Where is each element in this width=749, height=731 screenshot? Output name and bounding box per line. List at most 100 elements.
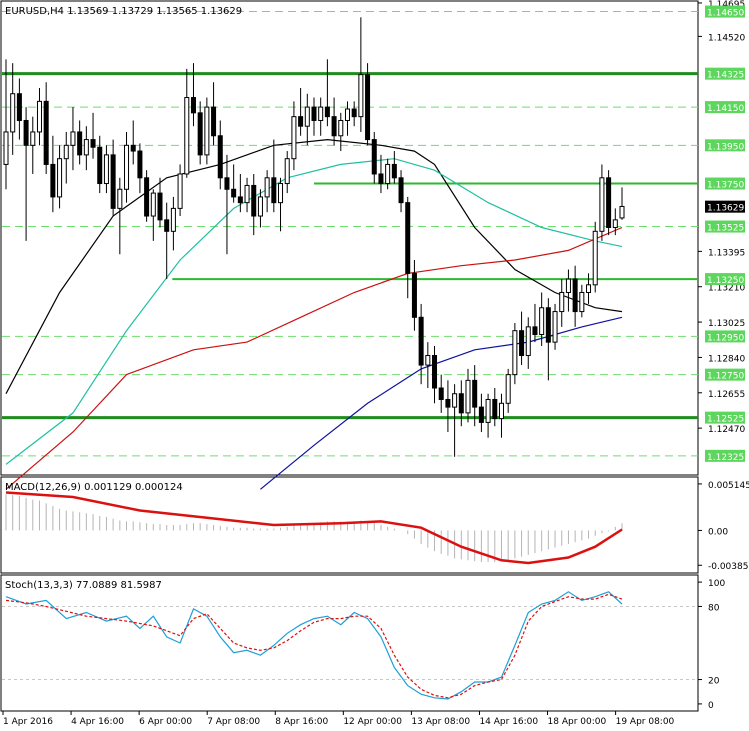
candle-down [351, 108, 357, 118]
macd-signal-line [5, 491, 623, 565]
moving-average-line [260, 316, 623, 490]
level-label-bg [705, 101, 745, 114]
time-axis-label: 18 Apr 00:00 [548, 717, 607, 727]
candle-down [472, 379, 478, 408]
level-label-bg [705, 177, 745, 190]
price-axis-label: 1.12470 [708, 425, 745, 435]
candle-down [217, 135, 223, 179]
candle-up [498, 402, 504, 420]
candle-down [110, 154, 116, 209]
time-axis: 1 Apr 2016 4 Apr 16:00 6 Apr 00:00 7 Apr 08… [2, 711, 675, 727]
candle-down [50, 163, 56, 198]
candle-down [606, 177, 612, 228]
candle-up [358, 74, 364, 118]
level-label-bg [705, 330, 745, 343]
level-label-bg [705, 273, 745, 286]
level-label: 1.13525 [707, 224, 744, 234]
candle-down [331, 116, 337, 137]
current-price-tag [705, 200, 745, 213]
candle-down [211, 106, 217, 137]
candle-up [539, 307, 545, 336]
level-label: 1.13950 [707, 142, 744, 152]
candle-up [318, 106, 324, 121]
candle-down [23, 119, 29, 146]
candle-down [224, 177, 230, 190]
candle-down [432, 355, 438, 389]
candle-up [512, 330, 518, 376]
level-label-bg [705, 411, 745, 424]
candle-down [137, 150, 143, 179]
candle-up [36, 100, 42, 133]
candle-up [552, 311, 558, 343]
candle-down [478, 406, 484, 423]
candle-up [579, 291, 585, 313]
time-axis-label: 13 Apr 08:00 [411, 717, 470, 727]
candle-up [244, 184, 250, 204]
level-label: 1.14150 [707, 104, 744, 114]
stoch-title: Stoch(13,3,3) 77.0889 81.5987 [5, 580, 162, 591]
level-label: 1.14650 [707, 9, 744, 19]
candle-up [83, 139, 89, 156]
price-axis-label: 1.12655 [708, 390, 745, 400]
time-axis-label: 12 Apr 00:00 [343, 717, 402, 727]
price-panel[interactable]: 1.14695 1.14520 1.13395 1.13210 1.13025 1.128… [2, 0, 745, 490]
candle-up [150, 192, 156, 217]
candle-down [16, 93, 22, 121]
candle-up [344, 108, 350, 121]
candle-down [311, 106, 317, 121]
candle-down [391, 163, 397, 179]
time-axis-label: 1 Apr 2016 [3, 717, 53, 727]
candle-down [438, 387, 444, 400]
candle-up [30, 131, 36, 146]
candle-up [284, 158, 290, 185]
time-axis-label: 6 Apr 00:00 [139, 717, 192, 727]
price-axis-label: 1.12840 [708, 354, 745, 364]
macd-title: MACD(12,26,9) 0.001129 0.000124 [5, 482, 183, 493]
candle-up [612, 219, 618, 228]
candle-down [237, 196, 243, 204]
level-label: 1.12325 [707, 453, 744, 463]
candle-down [398, 177, 404, 204]
macd-panel[interactable]: 0.005145 0.00 -0.003853 [5, 481, 749, 572]
candle-down [190, 97, 196, 114]
level-label-bg [705, 5, 745, 18]
candle-down [445, 398, 451, 408]
candle-down [378, 173, 384, 185]
price-axis-label: 1.13395 [708, 248, 745, 258]
level-label-bg [705, 67, 745, 80]
chart-title: EURUSD,H4 1.13569 1.13729 1.13565 1.1362… [5, 6, 242, 17]
stoch-axis-label: 0 [708, 701, 714, 711]
candle-up [117, 188, 123, 209]
candle-up [619, 205, 625, 219]
moving-average-line [5, 226, 623, 490]
candle-up [465, 379, 471, 414]
candle-down [144, 177, 150, 217]
candle-up [103, 154, 109, 185]
candle-down [324, 106, 330, 118]
candle-up [565, 278, 571, 293]
stoch-axis-label: 100 [708, 579, 725, 589]
candle-down [492, 398, 498, 420]
candle-down [411, 272, 417, 318]
candle-up [57, 158, 63, 198]
stoch-panel-frame [0, 574, 699, 712]
stoch-panel[interactable]: 100 80 20 0 [2, 579, 725, 711]
candle-down [519, 330, 525, 357]
candle-down [532, 326, 538, 336]
candle-up [124, 144, 130, 190]
time-axis-label: 14 Apr 16:00 [479, 717, 538, 727]
candle-up [599, 177, 605, 232]
candle-down [418, 316, 424, 366]
candle-up [505, 374, 511, 404]
candle-up [264, 177, 270, 198]
candle-down [130, 144, 136, 152]
candle-down [97, 146, 103, 185]
candle-up [63, 144, 69, 160]
level-label: 1.13250 [707, 276, 744, 286]
candle-up [177, 173, 183, 209]
candle-down [458, 393, 464, 414]
candle-down [197, 112, 203, 156]
time-axis-label: 19 Apr 08:00 [616, 717, 675, 727]
